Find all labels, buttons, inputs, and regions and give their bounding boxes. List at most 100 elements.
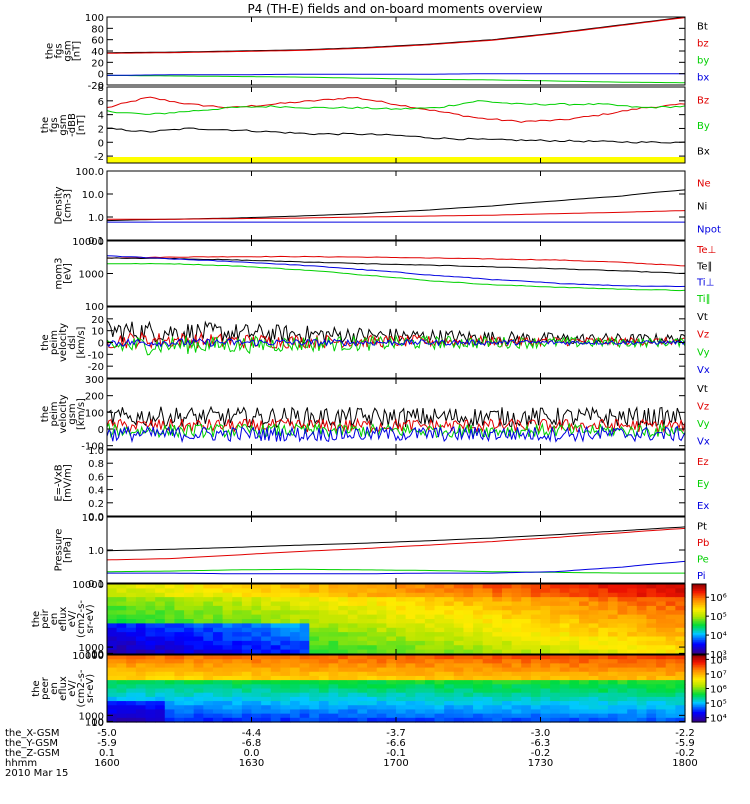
heatmap-cell	[164, 675, 176, 681]
y-axis-label: -dBB	[67, 113, 78, 137]
heatmap-cell	[367, 663, 378, 669]
heatmap-cell	[290, 649, 301, 655]
heatmap-cell	[347, 701, 359, 706]
heatmap-cell	[627, 675, 638, 681]
heatmap-cell	[588, 588, 599, 594]
heatmap-cell	[241, 688, 253, 694]
heatmap-cell	[569, 713, 580, 719]
heatmap-cell	[501, 592, 513, 598]
heatmap-cell	[184, 684, 195, 690]
heatmap-cell	[212, 692, 224, 698]
heatmap-cell	[511, 614, 522, 620]
heatmap-cell	[241, 592, 253, 598]
heatmap-cell	[290, 627, 301, 633]
heatmap-cell	[290, 610, 301, 616]
heatmap-cell	[665, 684, 676, 690]
heatmap-cell	[530, 645, 542, 651]
legend-Vz: Vz	[697, 401, 709, 412]
heatmap-cell	[328, 713, 339, 719]
colorbar-cell	[692, 643, 706, 646]
heatmap-cell	[434, 605, 445, 611]
heatmap-cell	[135, 675, 147, 681]
heatmap-cell	[193, 649, 204, 655]
heatmap-cell	[164, 588, 176, 594]
colorbar-cell	[692, 693, 706, 696]
heatmap-cell	[415, 640, 426, 646]
y-tick-label: 10000	[72, 651, 104, 662]
heatmap-cell	[607, 675, 619, 681]
heatmap-cell	[656, 684, 667, 690]
heatmap-cell	[492, 667, 503, 673]
heatmap-cell	[280, 636, 291, 642]
heatmap-cell	[396, 675, 407, 681]
heatmap-cell	[424, 663, 436, 669]
heatmap-cell	[492, 675, 503, 681]
heatmap-cell	[232, 588, 243, 594]
heatmap-cell	[347, 692, 359, 698]
heatmap-cell	[318, 696, 330, 702]
heatmap-cell	[434, 692, 445, 698]
heatmap-cell	[656, 588, 667, 594]
y-tick-label: 100	[85, 408, 104, 419]
heatmap-cell	[232, 610, 243, 616]
heatmap-cell	[434, 584, 445, 589]
y-axis-label: en	[49, 682, 60, 695]
heatmap-cell	[444, 584, 455, 589]
heatmap-cell	[579, 592, 590, 598]
heatmap-cell	[434, 709, 445, 715]
series-line-Ni	[107, 210, 686, 220]
heatmap-cell	[212, 584, 224, 589]
heatmap-cell	[415, 680, 426, 685]
heatmap-cell	[453, 619, 465, 624]
heatmap-cell	[569, 659, 580, 664]
colorbar-cell	[692, 678, 706, 681]
y-tick-label: 60	[91, 36, 104, 47]
heatmap-cell	[453, 636, 465, 642]
heatmap-cell	[656, 675, 667, 681]
heatmap-cell	[164, 684, 176, 690]
y-tick-label: 10.0	[82, 513, 104, 524]
heatmap-cell	[482, 592, 493, 598]
heatmap-cell	[415, 667, 426, 673]
heatmap-cell	[492, 688, 503, 694]
heatmap-cell	[396, 592, 407, 598]
series-line-Bx	[107, 127, 686, 144]
heatmap-cell	[530, 675, 542, 681]
heatmap-cell	[636, 688, 648, 694]
heatmap-cell	[328, 649, 339, 655]
heatmap-cell	[434, 640, 445, 646]
heatmap-cell	[607, 696, 619, 702]
heatmap-cell	[405, 610, 416, 616]
heatmap-cell	[405, 663, 416, 669]
heatmap-cell	[521, 623, 532, 629]
heatmap-cell	[280, 663, 291, 669]
heatmap-cell	[212, 623, 224, 629]
heatmap-cell	[107, 655, 118, 660]
heatmap-cell	[107, 717, 118, 723]
heatmap-cell	[550, 696, 561, 702]
legend-Pi: Pi	[697, 571, 706, 582]
heatmap-cell	[492, 632, 503, 638]
heatmap-cell	[656, 584, 667, 589]
heatmap-cell	[376, 692, 387, 698]
heatmap-cell	[251, 610, 262, 616]
heatmap-cell	[309, 632, 320, 638]
heatmap-cell	[646, 632, 657, 638]
heatmap-cell	[357, 632, 368, 638]
heatmap-cell	[521, 645, 532, 651]
heatmap-cell	[521, 636, 532, 642]
heatmap-cell	[338, 692, 349, 698]
colorbar-tick-label: 10⁵	[710, 699, 727, 710]
heatmap-cell	[135, 717, 147, 723]
heatmap-cell	[579, 709, 590, 715]
heatmap-cell	[473, 636, 484, 642]
heatmap-cell	[222, 692, 233, 698]
heatmap-cell	[347, 680, 359, 685]
heatmap-cell	[473, 645, 484, 651]
heatmap-cell	[530, 623, 542, 629]
colorbar-cell	[692, 661, 706, 664]
y-axis-label: peer	[40, 676, 51, 700]
heatmap-cell	[473, 605, 484, 611]
heatmap-cell	[444, 636, 455, 642]
